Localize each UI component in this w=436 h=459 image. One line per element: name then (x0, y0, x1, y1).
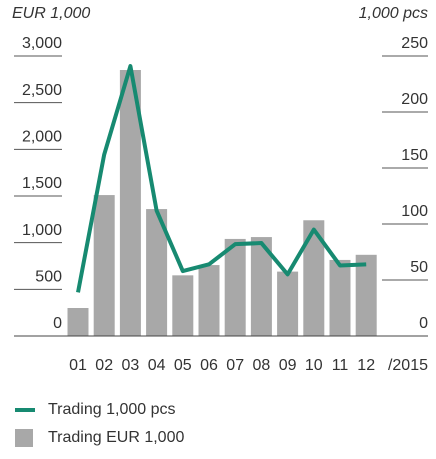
y-tick-label: 1,000 (22, 222, 62, 239)
bar (329, 259, 351, 336)
x-tick-label: 05 (174, 357, 192, 374)
bar (224, 238, 246, 336)
bar (93, 195, 115, 336)
y-tick-label: 1,500 (22, 175, 62, 192)
y2-tick-label: 250 (401, 35, 428, 52)
y-axis-label: EUR 1,000 (12, 5, 90, 22)
line (76, 64, 367, 293)
x-tick-label: 04 (148, 357, 166, 374)
x-tick-label: 10 (305, 357, 323, 374)
y2-tick-label: 50 (410, 259, 428, 276)
y-tick-label: 2,000 (22, 129, 62, 146)
y2-axis-label: 1,000 pcs (359, 5, 428, 22)
bar (355, 254, 377, 336)
bar (172, 275, 194, 336)
bar (250, 237, 272, 336)
x-tick-label: 08 (253, 357, 271, 374)
bar (303, 220, 325, 336)
bar (198, 265, 220, 336)
bar (146, 209, 168, 336)
x-tick-label: 12 (357, 357, 375, 374)
bar (67, 308, 89, 336)
legend-symbol (15, 429, 33, 447)
bar (277, 271, 299, 336)
y-tick-label: 0 (53, 315, 62, 332)
legend-label: Trading EUR 1,000 (48, 429, 184, 446)
y2-tick-label: 100 (401, 203, 428, 220)
x-tick-label: 07 (226, 357, 244, 374)
x-tick-label: 06 (200, 357, 218, 374)
x-tick-label: 02 (95, 357, 113, 374)
bar (119, 70, 141, 336)
y-tick-label: 500 (35, 269, 62, 286)
x-tick-label: 09 (279, 357, 297, 374)
x-tick-label: 01 (69, 357, 87, 374)
x-tick-label: 11 (332, 357, 349, 374)
y-tick-label: 2,500 (22, 82, 62, 99)
legend-label: Trading 1,000 pcs (48, 401, 175, 418)
x-annotation: /2015 (388, 357, 428, 374)
y2-tick-label: 200 (401, 91, 428, 108)
y2-tick-label: 150 (401, 147, 428, 164)
y-tick-label: 3,000 (22, 35, 62, 52)
y2-tick-label: 0 (419, 315, 428, 332)
x-tick-label: 03 (122, 357, 140, 374)
